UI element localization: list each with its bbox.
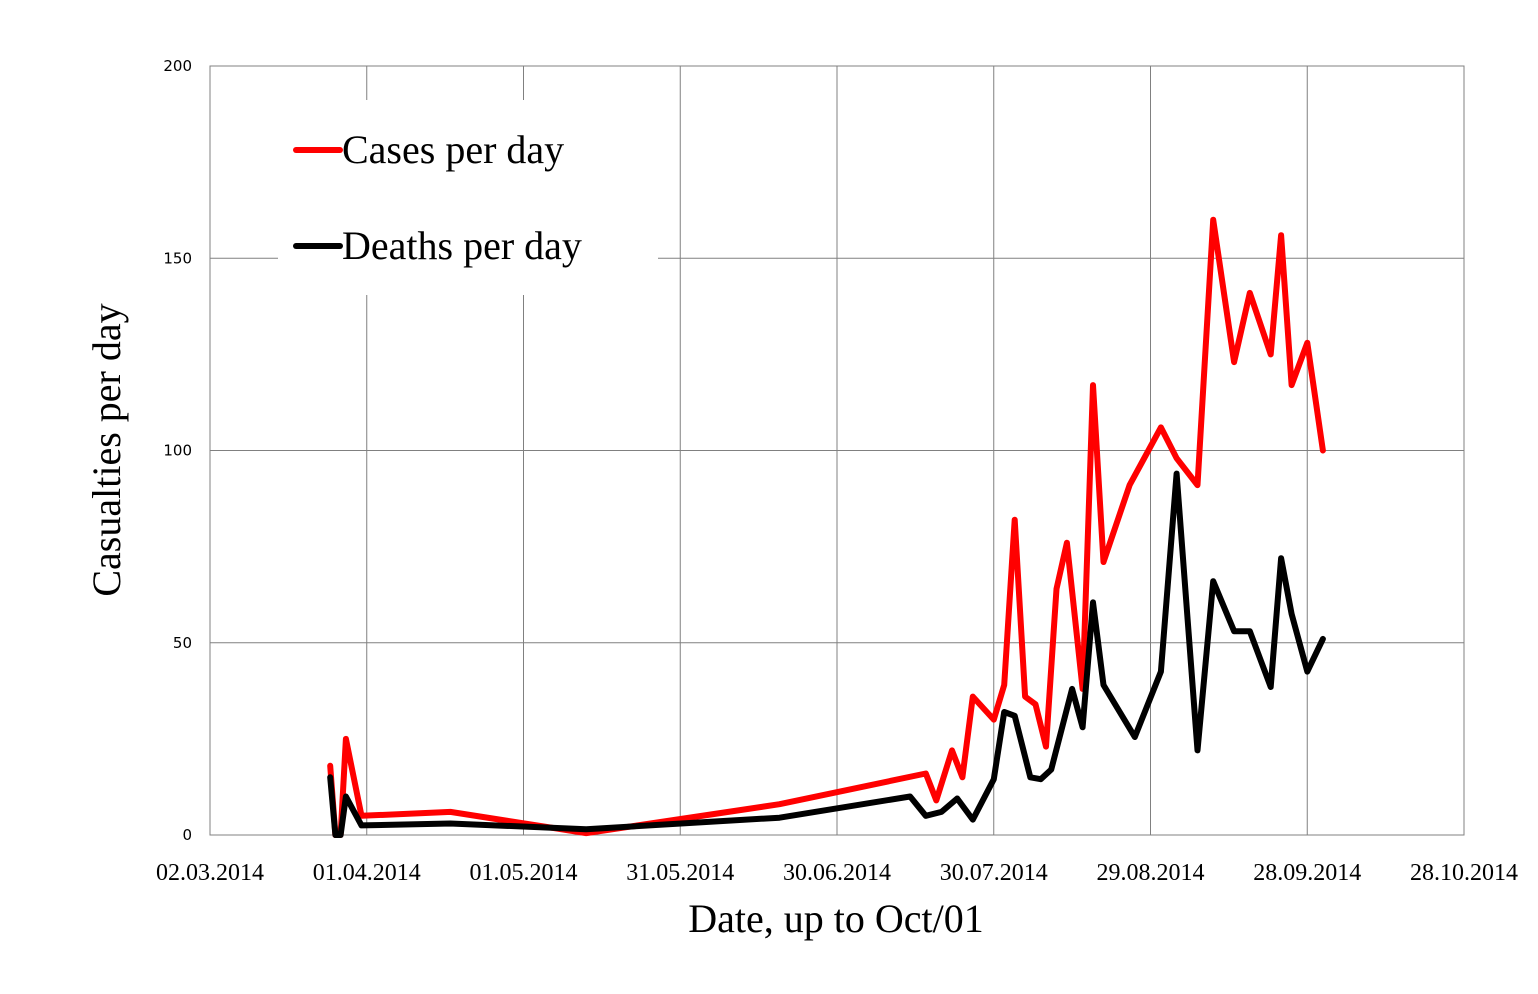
legend: Cases per day Deaths per day <box>293 127 582 268</box>
x-tick-label-0: 02.03.2014 <box>156 860 264 886</box>
y-axis-title: Casualties per day <box>84 303 129 596</box>
y-tick-label-1: 50 <box>173 634 192 652</box>
y-tick-label-2: 100 <box>163 442 192 460</box>
series-group <box>327 216 1326 838</box>
x-tick-label-7: 28.09.2014 <box>1253 860 1361 886</box>
legend-box <box>278 100 658 295</box>
x-tick-label-6: 29.08.2014 <box>1097 860 1205 886</box>
plot-area-border <box>209 65 1465 836</box>
x-tick-label-2: 01.05.2014 <box>470 860 578 886</box>
x-axis-title: Date, up to Oct/01 <box>688 896 984 941</box>
x-tick-label-3: 31.05.2014 <box>626 860 734 886</box>
legend-label-deaths-per-day: Deaths per day <box>342 223 582 268</box>
x-tick-label-4: 30.06.2014 <box>783 860 891 886</box>
x-tick-labels: 02.03.2014 01.04.2014 01.05.2014 31.05.2014… <box>156 860 1518 886</box>
y-tick-label-3: 150 <box>163 249 192 267</box>
legend-background <box>278 100 658 295</box>
x-tick-label-8: 28.10.2014 <box>1410 860 1518 886</box>
x-tick-label-1: 01.04.2014 <box>313 860 421 886</box>
legend-label-cases-per-day: Cases per day <box>342 127 564 172</box>
y-tick-label-0: 0 <box>182 826 192 844</box>
y-tick-label-4: 200 <box>163 57 192 75</box>
series-line-deaths-per-day <box>327 470 1326 838</box>
x-tick-label-5: 30.07.2014 <box>940 860 1048 886</box>
y-tick-labels: 0 50 100 150 200 <box>163 57 192 844</box>
